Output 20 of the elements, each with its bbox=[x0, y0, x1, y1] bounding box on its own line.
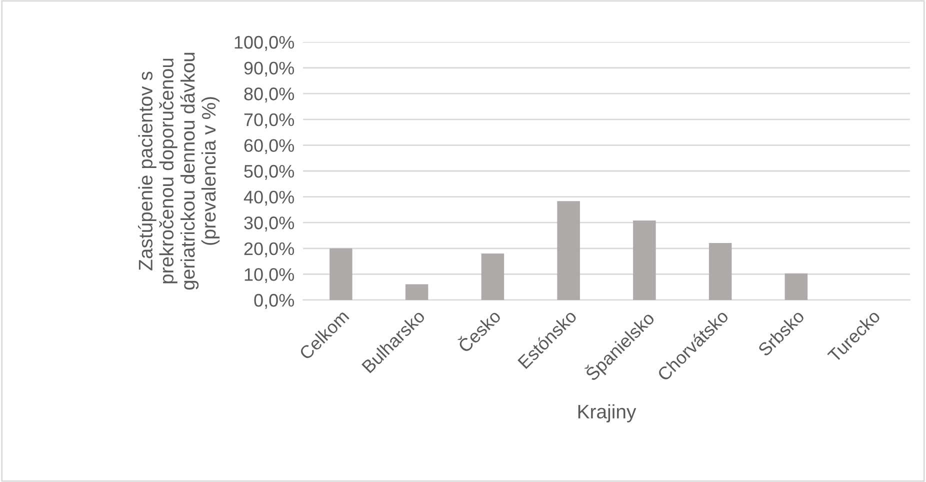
y-tick-label: 90,0% bbox=[244, 62, 294, 77]
bar bbox=[557, 201, 580, 300]
bar bbox=[405, 284, 428, 300]
x-axis-title: Krajiny bbox=[578, 404, 636, 422]
bar bbox=[784, 273, 808, 300]
y-axis-title: Zastúpenie pacientov s prekročenou doporučenou geriatrickou dennou dávkou (prevalencia v %) bbox=[138, 52, 220, 290]
y-tick-label: 60,0% bbox=[244, 139, 294, 154]
y-tick-label: 30,0% bbox=[244, 216, 294, 232]
y-tick-label: 10,0% bbox=[244, 268, 294, 284]
y-tick-label: 0,0% bbox=[254, 294, 294, 309]
y-tick-label: 100,0% bbox=[234, 36, 294, 51]
bar bbox=[481, 254, 504, 300]
y-tick-label: 20,0% bbox=[244, 242, 294, 258]
y-tick-label: 70,0% bbox=[244, 113, 294, 128]
bar bbox=[633, 220, 656, 300]
bar bbox=[708, 242, 732, 300]
y-tick-label: 50,0% bbox=[244, 164, 294, 180]
y-tick-label: 40,0% bbox=[244, 190, 294, 206]
y-tick-label: 80,0% bbox=[244, 88, 294, 102]
bar bbox=[330, 248, 352, 300]
